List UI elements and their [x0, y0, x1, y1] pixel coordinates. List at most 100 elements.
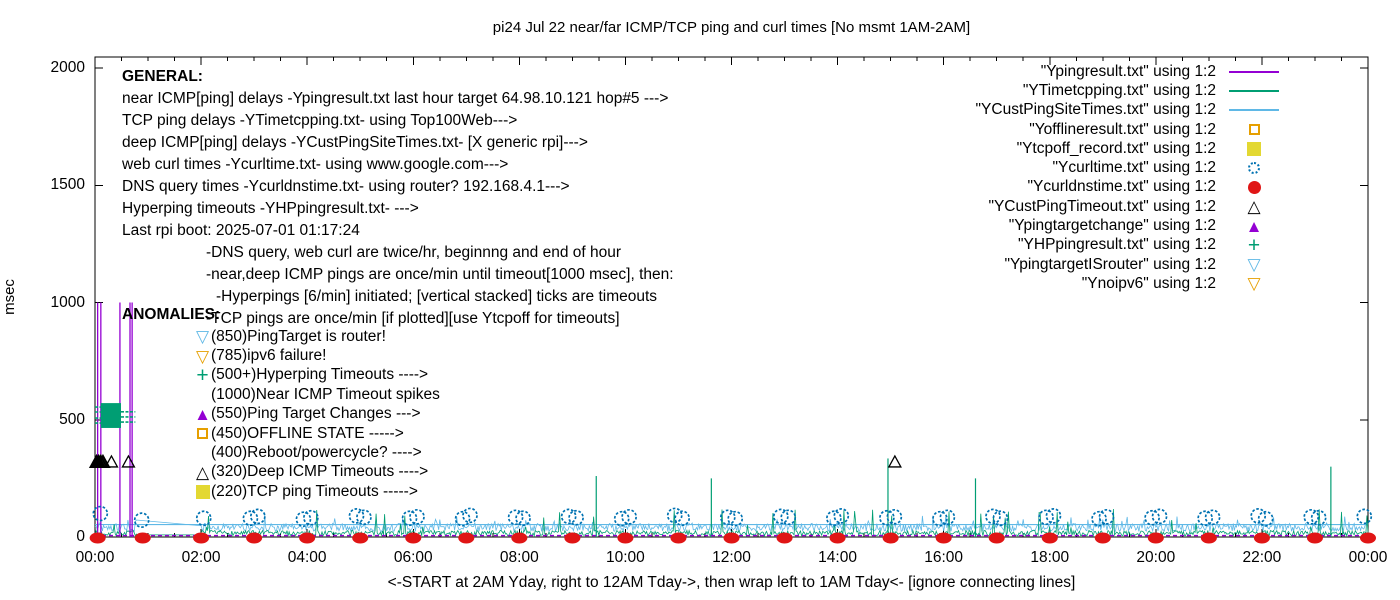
chart-title: pi24 Jul 22 near/far ICMP/TCP ping and c… — [492, 19, 971, 36]
legend-label: "YTimetcpping.txt" using 1:2 — [1022, 81, 1216, 99]
legend-label: "Ypingtargetchange" using 1:2 — [1008, 217, 1216, 235]
legend-entry: "YpingtargetISrouter" using 1:2 ▽ — [900, 255, 1292, 274]
dns-time-marker — [405, 532, 422, 544]
curl-time-marker — [454, 510, 471, 527]
curl-time-marker — [1098, 508, 1115, 525]
dns-time-marker — [458, 532, 475, 544]
dns-time-marker — [1253, 532, 1270, 544]
curl-time-marker — [932, 510, 948, 527]
dns-time-marker — [670, 532, 687, 544]
curl-time-marker — [249, 508, 266, 525]
legend-label: "YCustPingTimeout.txt" using 1:2 — [988, 197, 1216, 215]
general-heading: GENERAL: — [122, 68, 203, 85]
legend-entry: "YHPpingresult.txt" using 1:2 + — [900, 235, 1292, 256]
curl-time-marker — [719, 509, 736, 526]
legend-label: "Ycurltime.txt" using 1:2 — [1052, 159, 1216, 177]
curl-time-marker — [515, 510, 531, 527]
y-tick-label: 1500 — [50, 176, 85, 194]
dns-time-marker — [134, 532, 151, 544]
x-tick-label: 08:00 — [499, 549, 539, 566]
x-tick-label: 06:00 — [393, 549, 433, 566]
anomaly-item: ▲ (550)Ping Target Changes ---> — [194, 405, 440, 424]
legend-label: "YHPpingresult.txt" using 1:2 — [1018, 236, 1216, 254]
legend-entry: "YTimetcpping.txt" using 1:2 — [900, 81, 1292, 100]
legend-swatch — [1216, 180, 1292, 194]
dns-time-marker — [1306, 532, 1323, 544]
down-triangle-icon: ▽ — [1247, 255, 1261, 275]
dns-time-marker — [89, 532, 106, 544]
deep-icmp-timeout-marker — [95, 453, 111, 468]
curl-time-marker — [992, 510, 1009, 527]
anomaly-label: (550)Ping Target Changes ---> — [211, 405, 421, 423]
anomalies-heading: ANOMALIES: — [122, 306, 221, 323]
curl-time-marker — [727, 510, 744, 527]
legend-swatch — [1216, 70, 1292, 73]
legend-swatch — [1216, 141, 1292, 156]
curl-time-marker — [133, 512, 150, 528]
curl-time-marker — [886, 508, 903, 525]
line-swatch — [1229, 89, 1279, 92]
anomaly-item: + (500+)Hyperping Timeouts ----> — [194, 365, 440, 386]
curl-time-marker — [356, 509, 372, 526]
filled-triangle-icon: ▲ — [1245, 216, 1263, 236]
anomaly-label: (220)TCP ping Timeouts -----> — [211, 482, 418, 500]
curl-time-marker — [833, 508, 850, 524]
legend-swatch: ▲ — [1216, 218, 1292, 235]
chart-legend: "Ypingresult.txt" using 1:2 "YTimetcpping… — [900, 62, 1292, 294]
curl-time-marker — [568, 509, 584, 526]
anomaly-marker: △ — [194, 464, 211, 481]
curl-time-marker — [195, 510, 212, 527]
filled-square-icon — [1247, 141, 1261, 156]
deep-icmp-timeout-marker — [104, 454, 119, 468]
hyperping-cluster — [100, 403, 121, 428]
anomaly-item: (1000)Near ICMP Timeout spikes — [194, 385, 440, 404]
general-line: web curl times -Ycurltime.txt- using www… — [122, 156, 509, 173]
curl-time-marker — [1303, 508, 1320, 525]
open-circle-icon — [1248, 162, 1260, 175]
anomaly-marker — [194, 428, 211, 440]
legend-swatch — [1216, 124, 1292, 136]
y-tick-label: 500 — [59, 410, 85, 428]
legend-entry: "YCustPingSiteTimes.txt" using 1:2 — [900, 101, 1292, 120]
dns-time-marker — [299, 532, 316, 544]
curl-time-marker — [780, 509, 797, 526]
x-tick-label: 02:00 — [181, 549, 221, 566]
x-tick-label: 18:00 — [1030, 549, 1070, 566]
curl-time-marker — [348, 508, 365, 524]
dns-time-marker — [564, 532, 581, 544]
anomaly-marker — [194, 484, 211, 499]
legend-swatch: ▽ — [1216, 275, 1292, 292]
anomaly-item: ▽ (785)ipv6 failure! — [194, 346, 440, 365]
y-tick-label: 2000 — [50, 59, 85, 76]
filled-circle-icon — [1247, 180, 1261, 194]
general-note-line: -TCP pings are once/min [if plotted][use… — [206, 310, 620, 327]
dns-time-marker — [776, 532, 793, 544]
curl-time-marker — [1038, 509, 1054, 526]
line-swatch — [1229, 70, 1279, 73]
curl-time-marker — [1257, 510, 1274, 527]
curl-time-marker — [401, 510, 418, 527]
general-line: Hyperping timeouts -YHPpingresult.txt- -… — [122, 200, 419, 217]
curl-time-marker — [666, 507, 683, 524]
dns-time-marker — [988, 532, 1005, 544]
general-line: deep ICMP[ping] delays -YCustPingSiteTim… — [122, 134, 588, 151]
legend-label: "Ytcpoff_record.txt" using 1:2 — [1016, 139, 1216, 157]
y-tick-label: 1000 — [50, 293, 85, 311]
dns-time-marker — [617, 532, 634, 544]
x-tick-label: 04:00 — [287, 549, 327, 566]
general-line: TCP ping delays -YTimetcpping.txt- using… — [122, 112, 518, 129]
x-axis-caption: <-START at 2AM Yday, right to 12AM Tday-… — [387, 574, 1076, 591]
curl-time-marker — [92, 505, 109, 522]
curl-time-marker — [1045, 508, 1062, 524]
filled-triangle-icon: ▲ — [194, 404, 211, 424]
curl-time-marker — [462, 507, 478, 524]
dns-time-marker — [352, 532, 369, 544]
legend-swatch — [1216, 109, 1292, 112]
legend-swatch: △ — [1216, 198, 1292, 215]
curl-time-marker — [1250, 508, 1267, 524]
general-line: near ICMP[ping] delays -Ypingresult.txt … — [122, 90, 669, 107]
legend-entry: "Ycurltime.txt" using 1:2 — [900, 158, 1292, 177]
x-tick-label: 00:00 — [75, 549, 115, 566]
dns-time-marker — [1041, 532, 1058, 544]
